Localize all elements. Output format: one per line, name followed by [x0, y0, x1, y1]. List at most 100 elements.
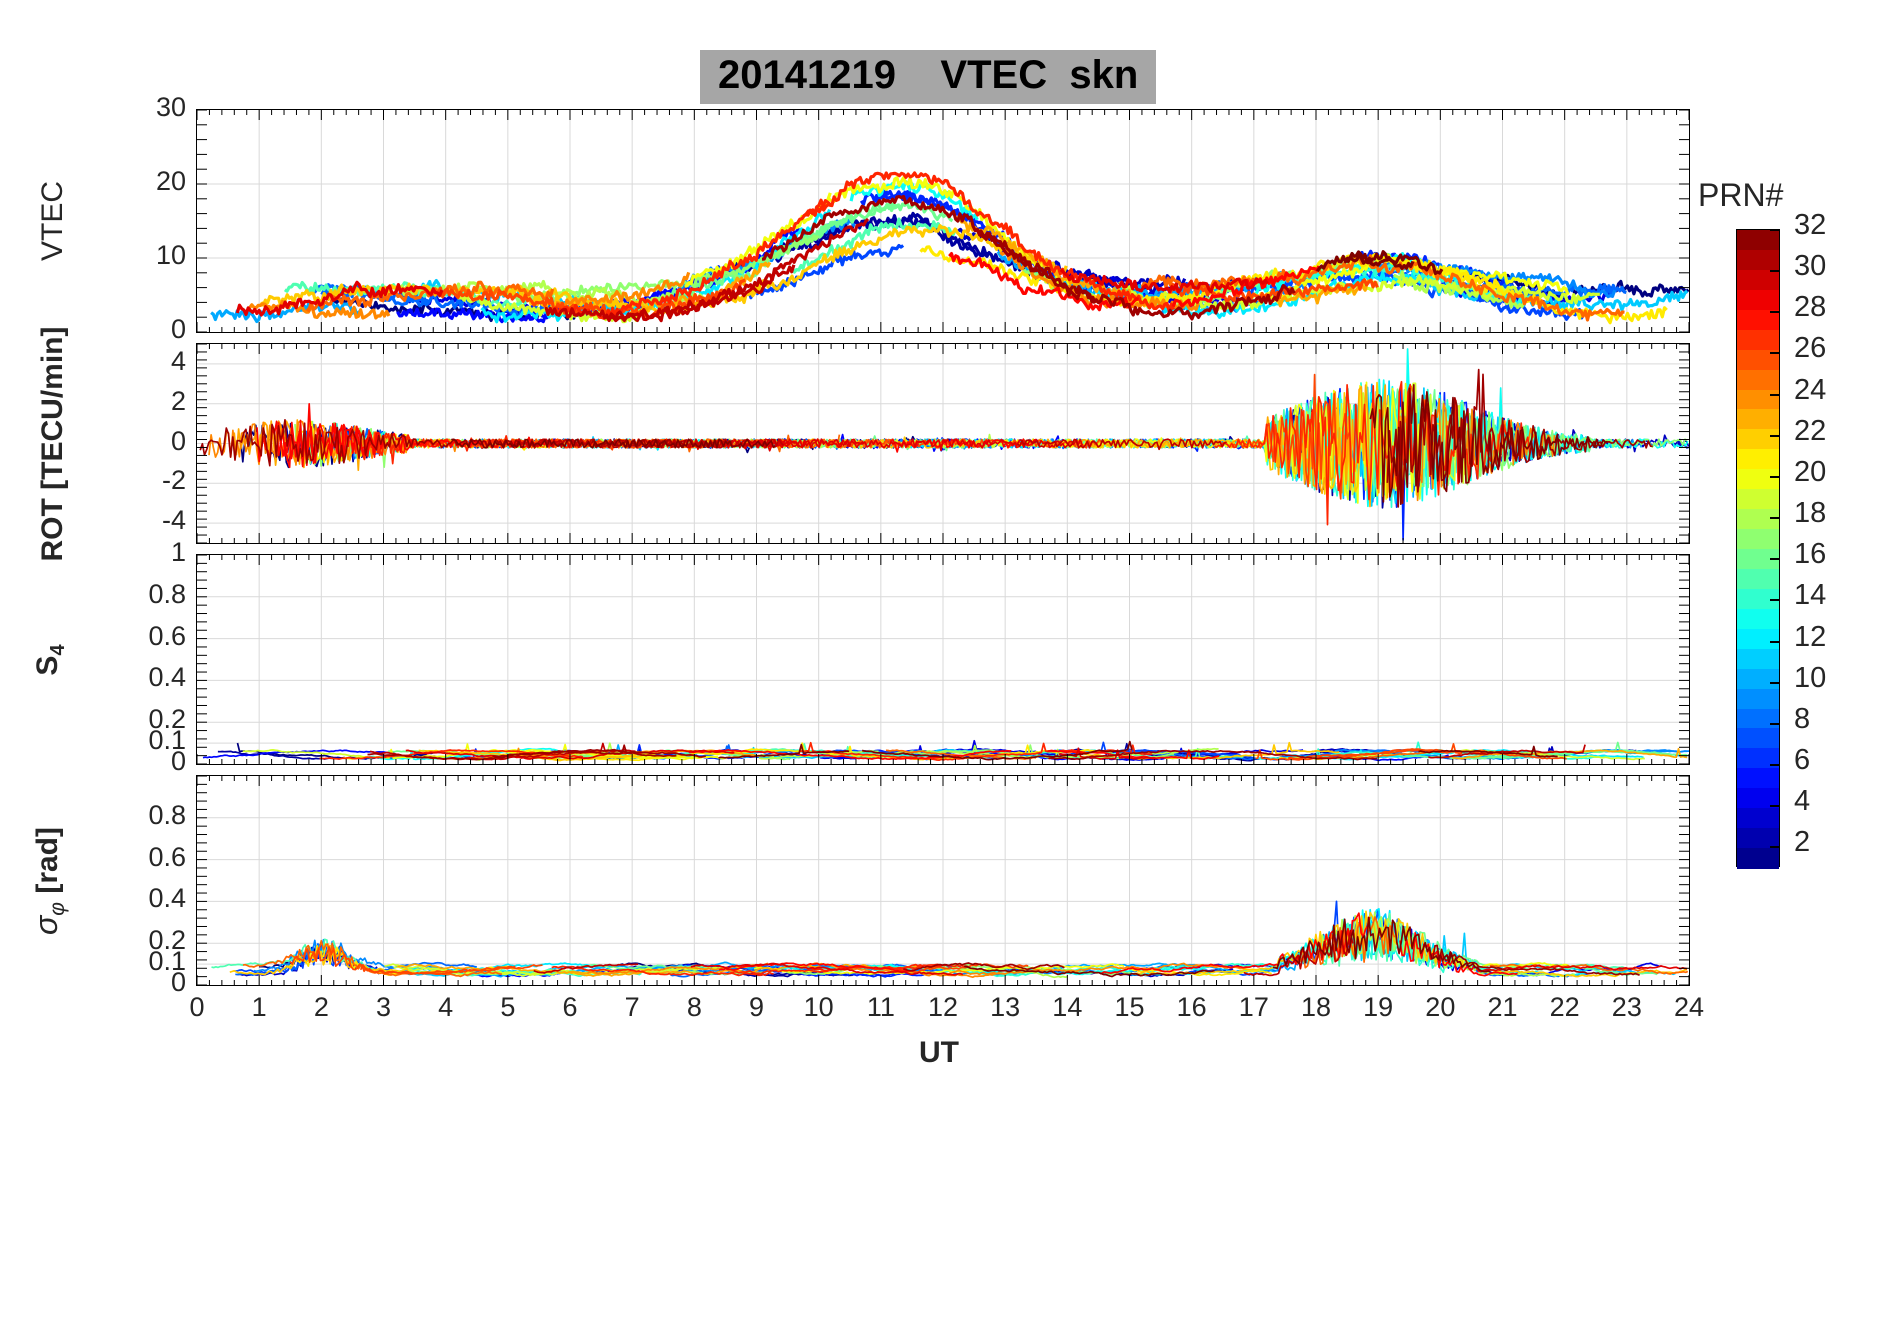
prn-trace — [492, 748, 706, 758]
tick-marks — [197, 344, 1689, 543]
prn-trace — [1243, 929, 1354, 977]
y-tick-label-sigmaphi: 0.6 — [148, 841, 186, 872]
x-tick-label: 21 — [1487, 992, 1518, 1022]
colorbar-tickmark — [1770, 517, 1779, 520]
colorbar-segment — [1737, 429, 1779, 450]
colorbar-tick-label: 32 — [1794, 209, 1827, 241]
tick-marks — [197, 110, 1689, 332]
colorbar-segment — [1737, 628, 1779, 650]
prn-trace — [533, 963, 639, 974]
colorbar-segment — [1737, 249, 1779, 271]
y-tick-label-s4: 0.6 — [148, 620, 186, 651]
x-tick-label: 4 — [438, 992, 454, 1022]
colorbar-segment — [1737, 668, 1779, 690]
colorbar-tickmark — [1770, 475, 1779, 478]
plot-panel-vtec — [196, 109, 1690, 333]
prn-trace — [551, 965, 774, 977]
prn-trace — [1428, 744, 1586, 759]
colorbar-segment — [1737, 608, 1779, 630]
prn-trace — [1369, 384, 1608, 506]
colorbar-segment — [1737, 768, 1779, 789]
colorbar-segment — [1737, 529, 1779, 550]
x-tick-label: 20 — [1425, 992, 1456, 1022]
prn-trace — [1059, 268, 1269, 294]
colorbar-title: PRN# — [1698, 177, 1784, 213]
colorbar-segment — [1737, 289, 1779, 311]
x-tick-label: 24 — [1673, 992, 1705, 1022]
prn-trace — [210, 300, 363, 324]
x-tick-label: 10 — [803, 992, 834, 1022]
colorbar-segment — [1737, 509, 1779, 530]
colorbar-tickmark — [1770, 805, 1779, 808]
colorbar-tickmark — [1770, 229, 1779, 231]
prn-trace — [1315, 250, 1415, 273]
y-tick-label-sigmaphi: 0.4 — [148, 883, 186, 914]
x-tick-label: 6 — [562, 992, 578, 1022]
colorbar-tick-label: 14 — [1794, 579, 1827, 612]
plot-canvas-rot — [197, 344, 1689, 543]
data-series-vtec — [210, 171, 1689, 325]
tick-marks — [197, 776, 1689, 985]
prn-trace — [839, 967, 1006, 979]
prn-trace — [507, 234, 820, 303]
x-tick-label: 5 — [500, 992, 516, 1022]
colorbar-segment — [1737, 648, 1779, 670]
colorbar-tick-label: 4 — [1794, 785, 1811, 818]
y-tick-label-rot: -2 — [161, 465, 186, 496]
colorbar-segment — [1737, 269, 1779, 291]
plot-panel-sigmaphi — [196, 775, 1690, 986]
x-tick-label: 0 — [189, 992, 205, 1022]
colorbar-segment — [1737, 489, 1779, 510]
prn-trace — [964, 965, 1215, 978]
prn-trace — [1275, 279, 1371, 308]
prn-trace — [433, 278, 746, 320]
x-axis-label: UT — [919, 1036, 959, 1069]
colorbar-tick-label: 2 — [1794, 826, 1811, 859]
x-tick-label: 23 — [1611, 992, 1642, 1022]
grid-lines — [197, 776, 1689, 985]
y-tick-label-sigmaphi: 0.1 — [148, 946, 186, 977]
data-series-s4 — [202, 739, 1689, 762]
colorbar-tick-label: 30 — [1794, 250, 1827, 283]
x-tick-label: 9 — [748, 992, 765, 1022]
x-tick-label: 7 — [624, 992, 640, 1022]
colorbar-segment — [1737, 369, 1779, 391]
y-tick-label-sigmaphi: 0 — [170, 967, 186, 997]
colorbar-tick-label: 28 — [1794, 291, 1827, 324]
prn-trace — [861, 740, 1133, 761]
y-tick-label-s4: 0.4 — [148, 662, 186, 693]
prn-trace — [242, 749, 382, 759]
prn-trace — [718, 743, 850, 759]
plot-canvas-s4 — [197, 555, 1689, 764]
x-tick-label: 17 — [1238, 992, 1269, 1022]
prn-trace — [1231, 373, 1351, 500]
y-axis-label-rot: ROT [TECU/min] — [36, 326, 69, 561]
prn-trace — [849, 179, 979, 221]
prn-trace — [587, 962, 769, 976]
colorbar-tickmark — [1770, 434, 1779, 437]
prn-trace — [510, 438, 734, 449]
colorbar-segment — [1737, 848, 1779, 869]
x-tick-label: 2 — [313, 992, 329, 1022]
colorbar-segment — [1737, 828, 1779, 849]
colorbar-segment — [1737, 230, 1779, 251]
x-tick-label: 12 — [927, 992, 959, 1022]
x-tick-label: 22 — [1549, 992, 1580, 1022]
y-tick-label-vtec: 20 — [155, 166, 186, 196]
prn-trace — [235, 280, 444, 317]
y-tick-label-rot: -4 — [161, 505, 186, 536]
prn-trace — [248, 300, 391, 320]
colorbar-tick-label: 8 — [1794, 702, 1811, 735]
prn-trace — [1492, 968, 1688, 978]
colorbar-segment — [1737, 389, 1779, 411]
y-tick-label-rot: 0 — [170, 425, 186, 456]
grid-lines — [197, 110, 1689, 332]
x-tick-label: 11 — [866, 992, 895, 1022]
colorbar-tickmark — [1770, 311, 1779, 314]
colorbar-tick-label: 18 — [1794, 497, 1827, 530]
colorbar-tick-label: 20 — [1794, 455, 1827, 488]
y-tick-label-vtec: 10 — [155, 240, 186, 270]
colorbar-tickmark — [1770, 599, 1779, 602]
prn-trace — [761, 194, 1097, 303]
